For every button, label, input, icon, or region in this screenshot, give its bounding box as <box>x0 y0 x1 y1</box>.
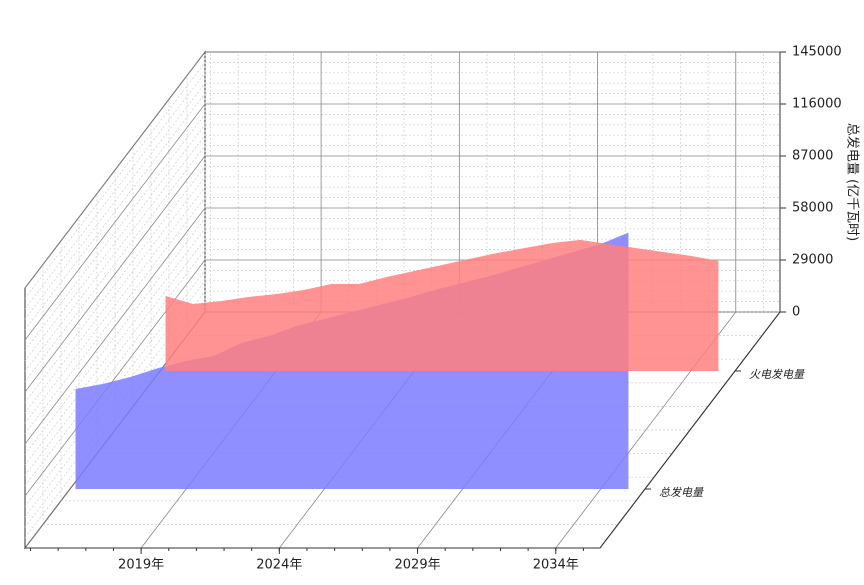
y-tick-label: 116000 <box>792 97 842 112</box>
x-tick-label: 2029年 <box>395 558 441 573</box>
minor-grid <box>24 145 206 382</box>
x-tick-label: 2024年 <box>256 558 302 573</box>
y-tick-label: 0 <box>792 305 800 320</box>
y-tick-label: 29000 <box>792 253 833 268</box>
minor-grid <box>24 72 206 310</box>
minor-grid <box>24 197 206 434</box>
y-tick-label: 145000 <box>792 45 842 60</box>
minor-grid <box>24 228 206 466</box>
grid-line <box>24 103 206 341</box>
grid-line <box>24 155 206 393</box>
series-label: 火电发电量 <box>749 368 805 381</box>
y-tick-label: 58000 <box>792 201 833 216</box>
minor-grid <box>24 124 206 362</box>
grid-line <box>24 207 206 445</box>
x-tick-label: 2034年 <box>533 558 579 573</box>
x-tick-label: 2019年 <box>118 558 164 573</box>
y-axis-title: 总发电量 (亿千瓦时) <box>845 123 861 241</box>
minor-grid <box>24 176 206 414</box>
area <box>165 239 719 371</box>
minor-grid <box>24 249 206 486</box>
depth-axis <box>599 311 781 549</box>
series-label: 总发电量 <box>659 486 704 499</box>
y-tick-label: 87000 <box>792 149 833 164</box>
minor-grid <box>24 93 206 330</box>
grid-line <box>24 51 206 289</box>
